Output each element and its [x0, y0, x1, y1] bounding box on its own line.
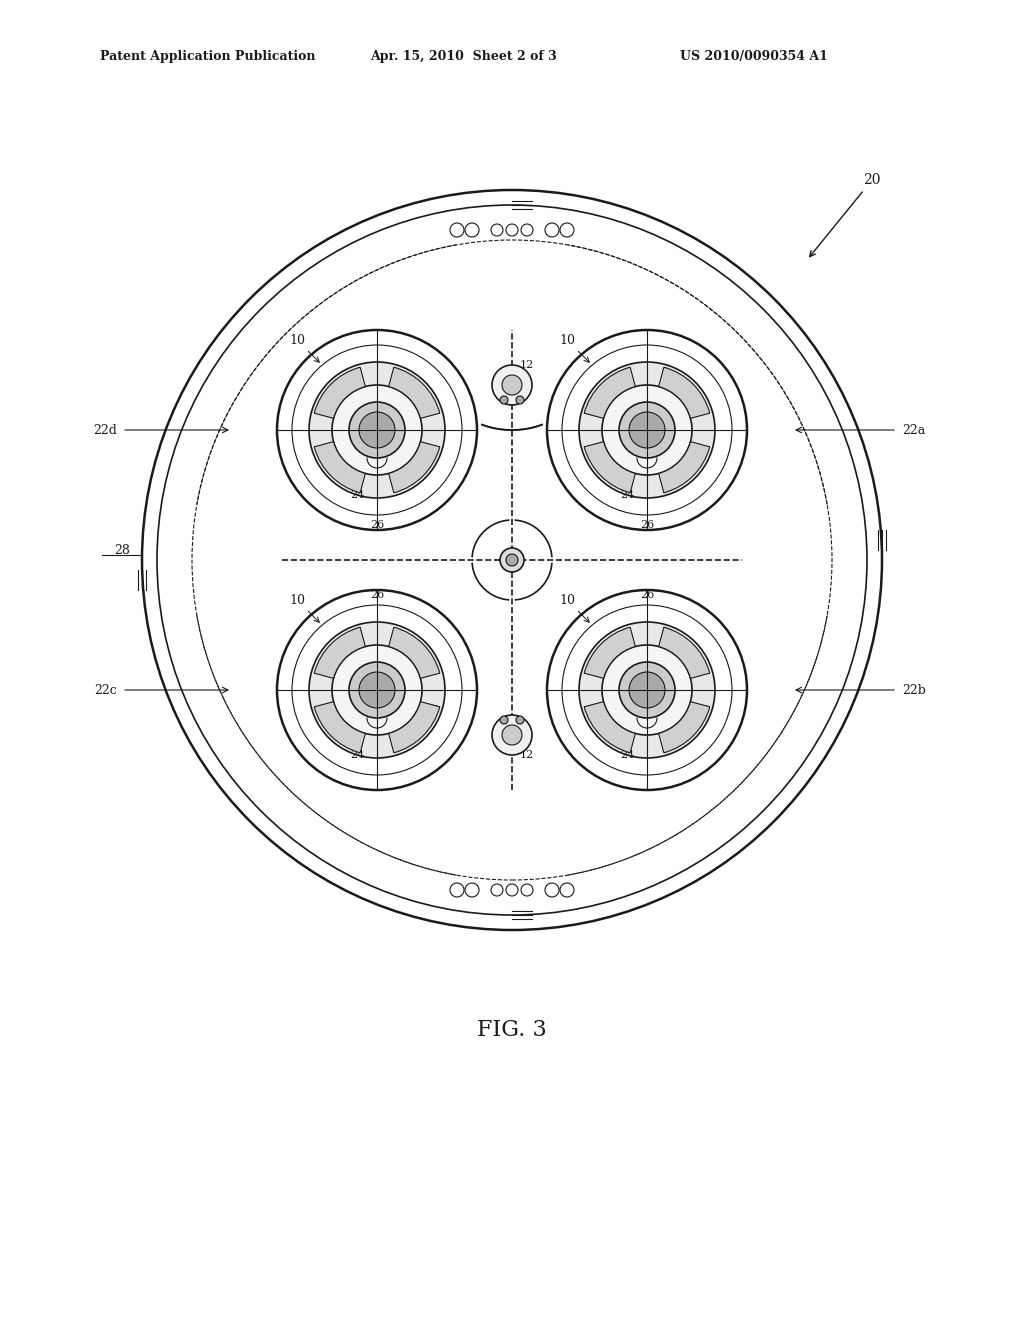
Circle shape	[629, 412, 665, 447]
Text: FIG. 3: FIG. 3	[477, 1019, 547, 1041]
Text: 26: 26	[640, 520, 654, 531]
Text: 24: 24	[620, 490, 634, 500]
Circle shape	[579, 622, 715, 758]
Wedge shape	[314, 442, 366, 492]
Circle shape	[500, 396, 508, 404]
Circle shape	[359, 412, 395, 447]
Text: Patent Application Publication: Patent Application Publication	[100, 50, 315, 63]
Text: 26: 26	[640, 590, 654, 601]
Text: 10: 10	[289, 594, 319, 622]
Wedge shape	[389, 702, 439, 752]
Text: 24: 24	[350, 750, 365, 760]
Wedge shape	[314, 702, 366, 752]
Circle shape	[500, 548, 524, 572]
Text: 22c: 22c	[94, 684, 117, 697]
Circle shape	[516, 396, 524, 404]
Text: 12: 12	[520, 360, 535, 370]
Circle shape	[502, 375, 522, 395]
Circle shape	[332, 385, 422, 475]
Text: 10: 10	[289, 334, 319, 362]
Wedge shape	[389, 442, 439, 492]
Text: 10: 10	[559, 334, 589, 362]
Circle shape	[309, 362, 445, 498]
Text: 24: 24	[350, 490, 365, 500]
Text: 20: 20	[810, 173, 881, 256]
Wedge shape	[585, 702, 635, 752]
Wedge shape	[314, 367, 366, 418]
Circle shape	[349, 663, 406, 718]
Text: 16: 16	[695, 705, 710, 715]
Wedge shape	[658, 627, 710, 678]
Text: 26: 26	[370, 520, 384, 531]
Circle shape	[602, 385, 692, 475]
Circle shape	[618, 403, 675, 458]
Circle shape	[309, 622, 445, 758]
Circle shape	[516, 715, 524, 723]
Circle shape	[349, 403, 406, 458]
Text: 12: 12	[520, 750, 535, 760]
Text: US 2010/0090354 A1: US 2010/0090354 A1	[680, 50, 827, 63]
Text: 10: 10	[559, 594, 589, 622]
Text: 16: 16	[425, 705, 439, 715]
Circle shape	[500, 715, 508, 723]
Circle shape	[332, 645, 422, 735]
Wedge shape	[389, 627, 439, 678]
Wedge shape	[585, 442, 635, 492]
Circle shape	[506, 554, 518, 566]
Circle shape	[502, 725, 522, 744]
Circle shape	[618, 663, 675, 718]
Circle shape	[492, 366, 532, 405]
Text: 22b: 22b	[902, 684, 926, 697]
Wedge shape	[658, 702, 710, 752]
Circle shape	[359, 672, 395, 708]
Wedge shape	[389, 367, 439, 418]
Wedge shape	[585, 367, 635, 418]
Circle shape	[629, 672, 665, 708]
Circle shape	[579, 362, 715, 498]
Circle shape	[492, 715, 532, 755]
Text: 26: 26	[370, 590, 384, 601]
Wedge shape	[585, 627, 635, 678]
Text: 28: 28	[114, 544, 130, 557]
Wedge shape	[658, 442, 710, 492]
Text: 24: 24	[620, 750, 634, 760]
Text: 22d: 22d	[93, 424, 117, 437]
Circle shape	[602, 645, 692, 735]
Text: Apr. 15, 2010  Sheet 2 of 3: Apr. 15, 2010 Sheet 2 of 3	[370, 50, 557, 63]
Wedge shape	[658, 367, 710, 418]
Wedge shape	[314, 627, 366, 678]
Text: 22a: 22a	[902, 424, 926, 437]
